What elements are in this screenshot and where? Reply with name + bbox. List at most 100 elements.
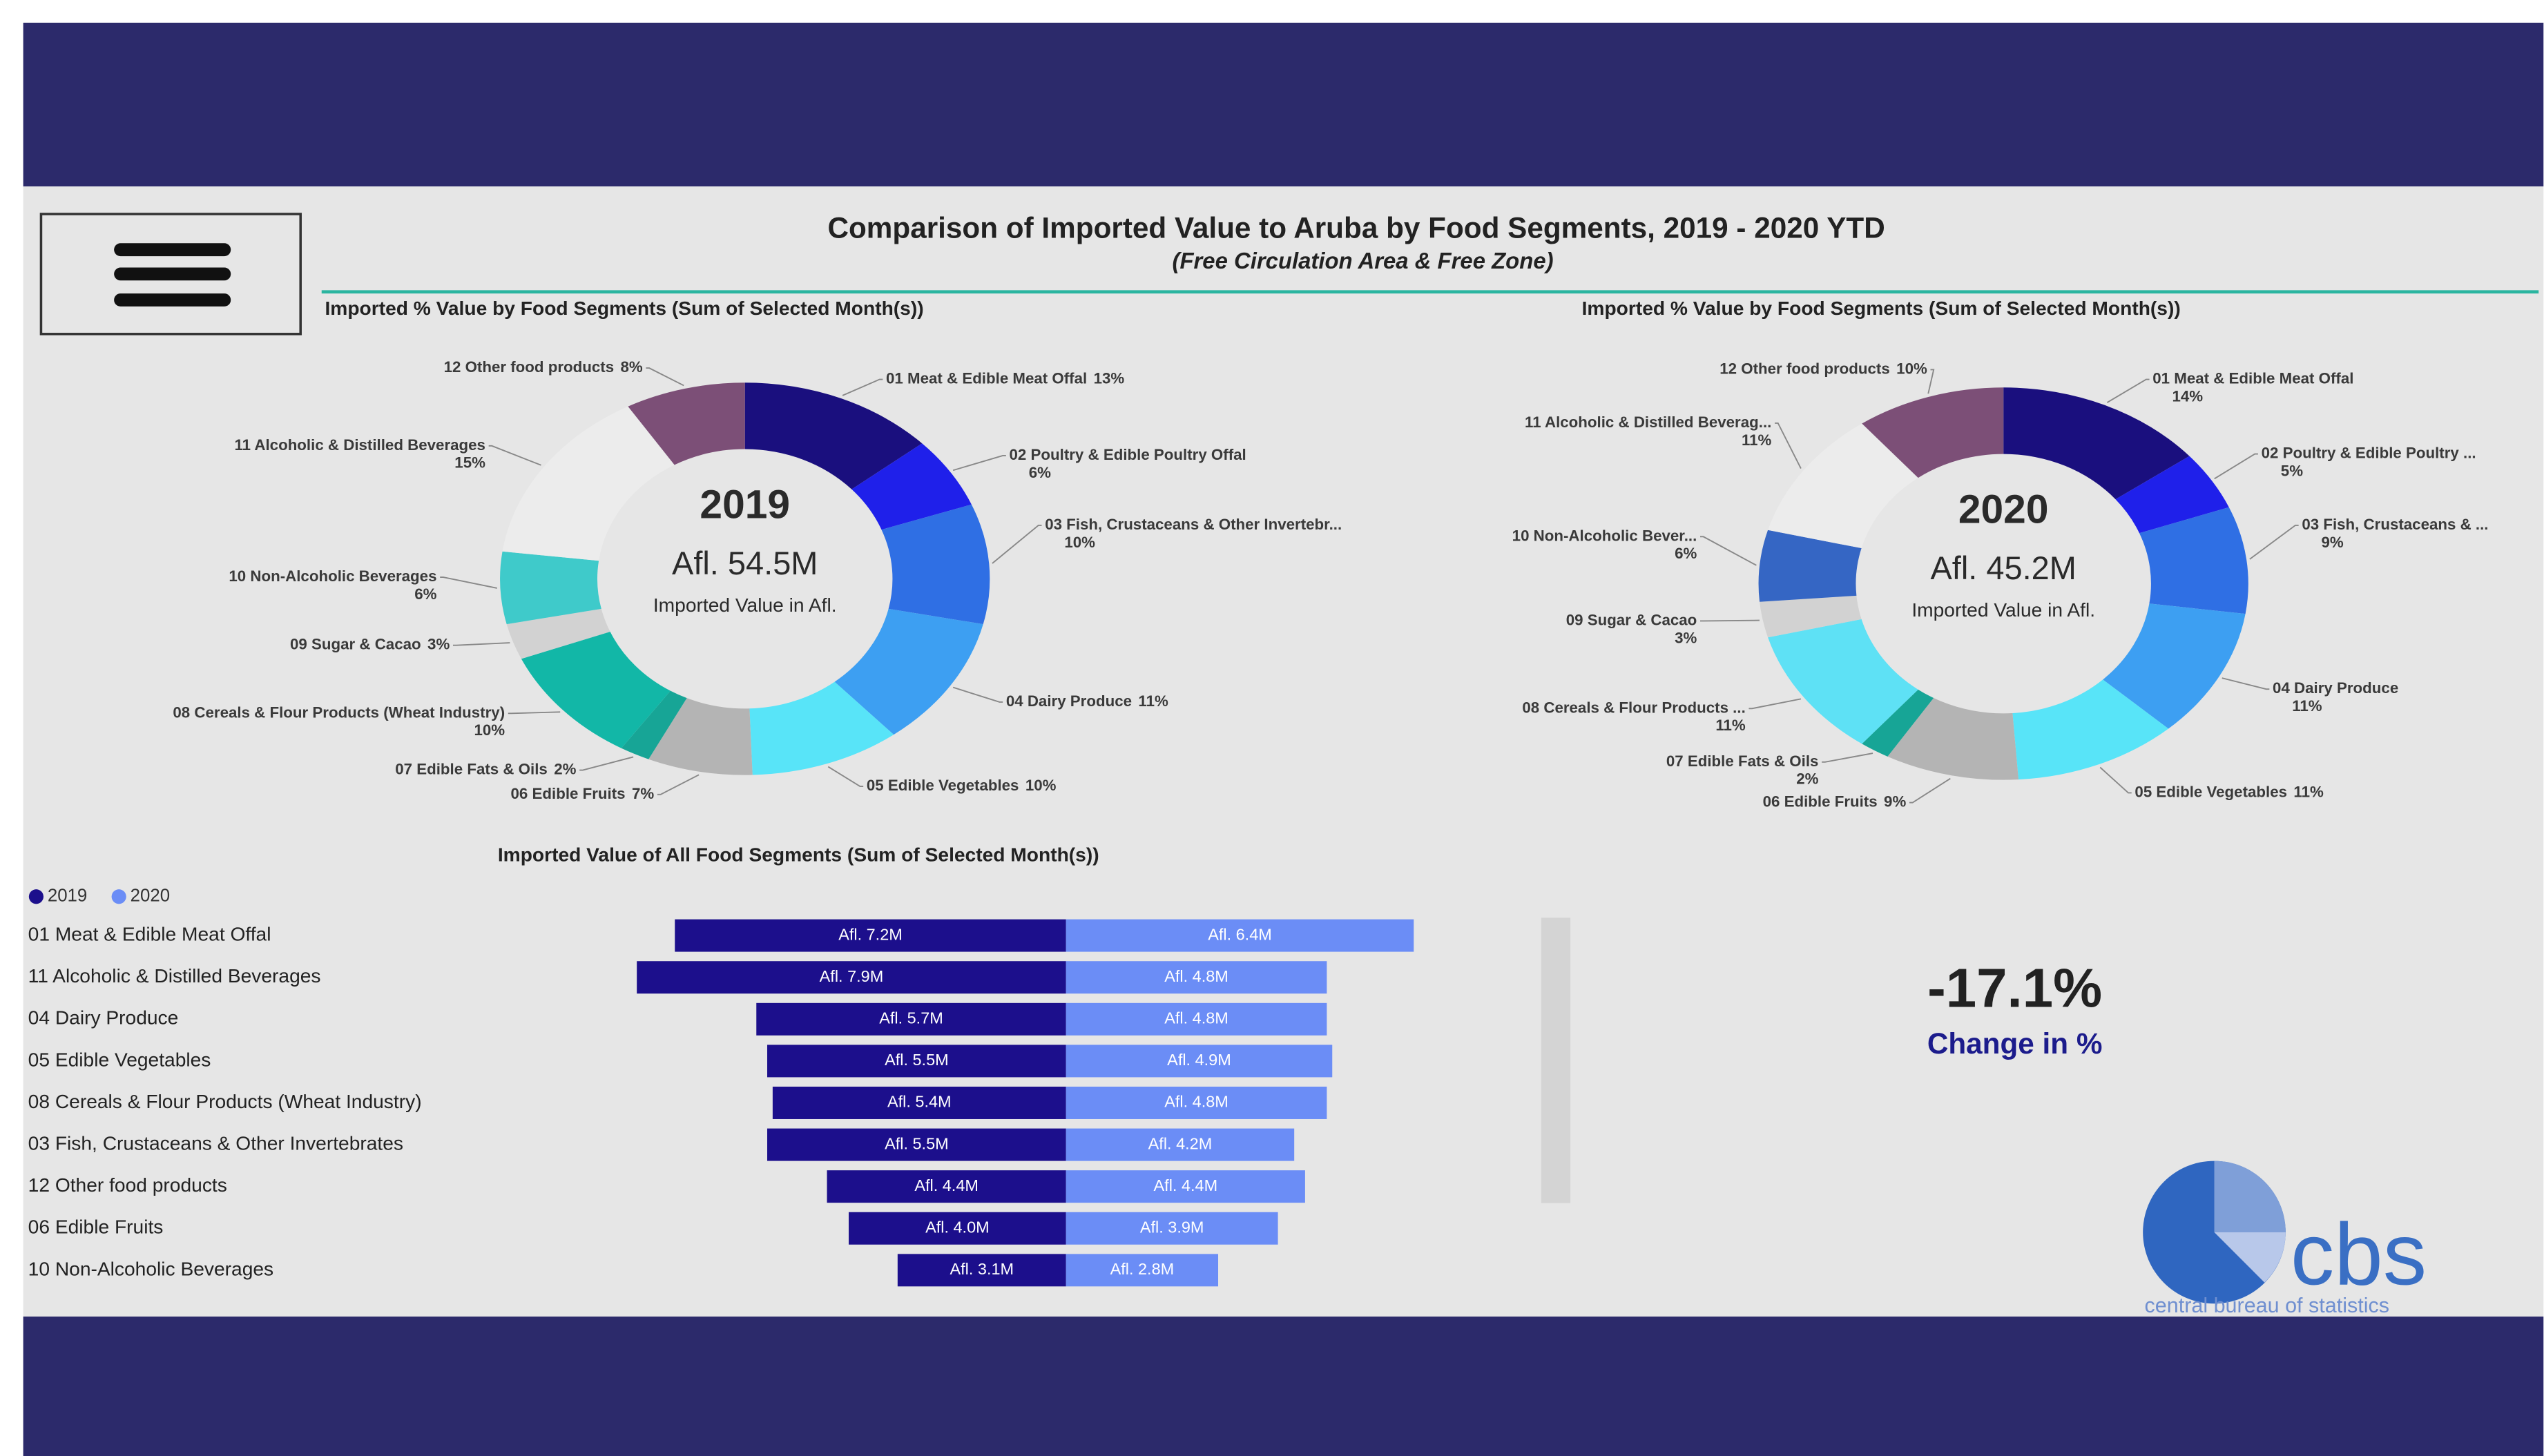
segment-label: 10 Non-Alcoholic Beverages 6% [229,567,436,603]
bar-label: Afl. 4.0M [925,1218,990,1236]
bar-label: Afl. 6.4M [1208,925,1272,943]
segment-percent: 10% [1896,360,1927,377]
bar [1066,1212,1278,1245]
segment-percent: 3% [1675,629,1697,646]
bar-label: Afl. 4.4M [914,1176,979,1194]
leader-line [657,774,700,795]
bar [1066,1128,1295,1161]
segment-percent: 8% [621,358,643,376]
segment-percent: 6% [1029,464,1051,481]
donut-title: Imported % Value by Food Segments (Sum o… [1582,297,2181,319]
category-label: 06 Edible Fruits [28,1216,164,1238]
segment-percent: 6% [414,585,436,603]
segment-label: 08 Cereals & Flour Products ... 11% [1522,699,1746,734]
bar-label: Afl. 4.8M [1164,1009,1228,1027]
category-label: 12 Other food products [28,1174,227,1196]
logo-text: cbs [2291,1205,2427,1303]
segment-name: 03 Fish, Crustaceans & Other Invertebr..… [1045,516,1342,533]
leader-line [992,524,1042,564]
segment-percent: 11% [2293,783,2324,800]
bar [849,1212,1066,1245]
bar-label: Afl. 5.5M [885,1134,949,1152]
leader-line [508,711,561,715]
donut-title: Imported % Value by Food Segments (Sum o… [325,297,923,319]
segment-name: 10 Non-Alcoholic Bever... [1512,527,1697,544]
segment-label: 11 Alcoholic & Distilled Beverag... 11% [1525,414,1771,449]
segment-label: 04 Dairy Produce 11% [2273,679,2398,715]
donut-segment [621,690,687,759]
bar [637,961,1066,994]
segment-name: 11 Alcoholic & Distilled Beverages [234,436,485,454]
segment-label: 06 Edible Fruits 9% [1763,793,1907,810]
segment-name: 07 Edible Fats & Oils [1666,753,1819,770]
bar-label: Afl. 7.9M [820,967,884,985]
center-value: Afl. 45.2M [1930,550,2076,586]
segment-percent: 11% [2292,697,2322,715]
segment-name: 09 Sugar & Cacao [290,636,421,653]
segment-name: 12 Other food products [444,358,615,376]
category-label: 10 Non-Alcoholic Beverages [28,1257,273,1279]
segment-percent: 10% [474,721,505,739]
scrollbar[interactable] [1541,918,1571,1203]
bar-label: Afl. 7.2M [838,925,903,943]
segment-label: 01 Meat & Edible Meat Offal 13% [886,369,1124,387]
leader-line [646,367,684,387]
segment-percent: 3% [427,636,450,653]
donut-segment [851,443,972,530]
category-label: 11 Alcoholic & Distilled Beverages [28,964,321,987]
segment-name: 09 Sugar & Cacao [1566,611,1697,628]
bar [1066,1045,1333,1078]
menu-bar [114,293,231,307]
bar-label: Afl. 4.8M [1164,1093,1228,1111]
leader-line [952,686,1003,703]
leader-line [1700,536,1757,566]
segment-label: 02 Poultry & Edible Poultry ... 5% [2262,444,2476,479]
bar-label: Afl. 5.5M [885,1051,949,1069]
segment-label: 05 Edible Vegetables 10% [867,777,1057,794]
segment-name: 06 Edible Fruits [1763,793,1878,810]
segment-label: 03 Fish, Crustaceans & Other Invertebr..… [1045,516,1342,551]
bar [1066,1170,1305,1203]
donut-segment [2103,603,2246,729]
subtitle: (Free Circulation Area & Free Zone) [1173,248,1554,273]
leader-line [1775,423,1802,469]
bar [1066,1254,1219,1287]
donut-segment [2012,679,2169,780]
menu-bar [114,267,231,281]
segment-name: 06 Edible Fruits [511,785,626,802]
leader-line [488,445,541,466]
leader-line [440,576,497,589]
segment-percent: 13% [1094,369,1125,387]
segment-label: 06 Edible Fruits 7% [511,785,655,802]
donut-segment [834,608,983,735]
center-value: Afl. 54.5M [672,545,818,581]
segment-label: 02 Poultry & Edible Poultry Offal 6% [1010,446,1246,481]
segment-name: 03 Fish, Crustaceans & ... [2302,516,2488,533]
segment-label: 01 Meat & Edible Meat Offal 14% [2152,369,2353,405]
segment-name: 05 Edible Vegetables [2135,783,2287,800]
center-title: 2020 [1958,487,2049,532]
legend-swatch [28,889,44,904]
leader-line [952,455,1006,472]
category-label: 01 Meat & Edible Meat Offal [28,923,271,945]
bottom-band [23,1317,2544,1456]
segment-percent: 2% [1796,770,1818,788]
bar [767,1045,1066,1078]
segment-label: 07 Edible Fats & Oils 2% [1666,753,1819,788]
segment-name: 12 Other food products [1719,360,1890,377]
segment-name: 05 Edible Vegetables [867,777,1019,794]
center-title: 2019 [700,483,790,527]
donut-segment [502,406,675,561]
bar [1066,1086,1327,1119]
bar-label: Afl. 5.7M [879,1009,943,1027]
menu-button[interactable] [39,213,302,336]
segment-percent: 7% [632,785,654,802]
bar [897,1254,1066,1287]
bar-label: Afl. 5.4M [887,1093,952,1111]
legend-swatch [111,889,126,904]
segment-label: 03 Fish, Crustaceans & ... 9% [2302,516,2488,551]
donut-segment [2003,387,2190,500]
donut-segment [749,681,894,775]
leader-line [452,642,510,646]
